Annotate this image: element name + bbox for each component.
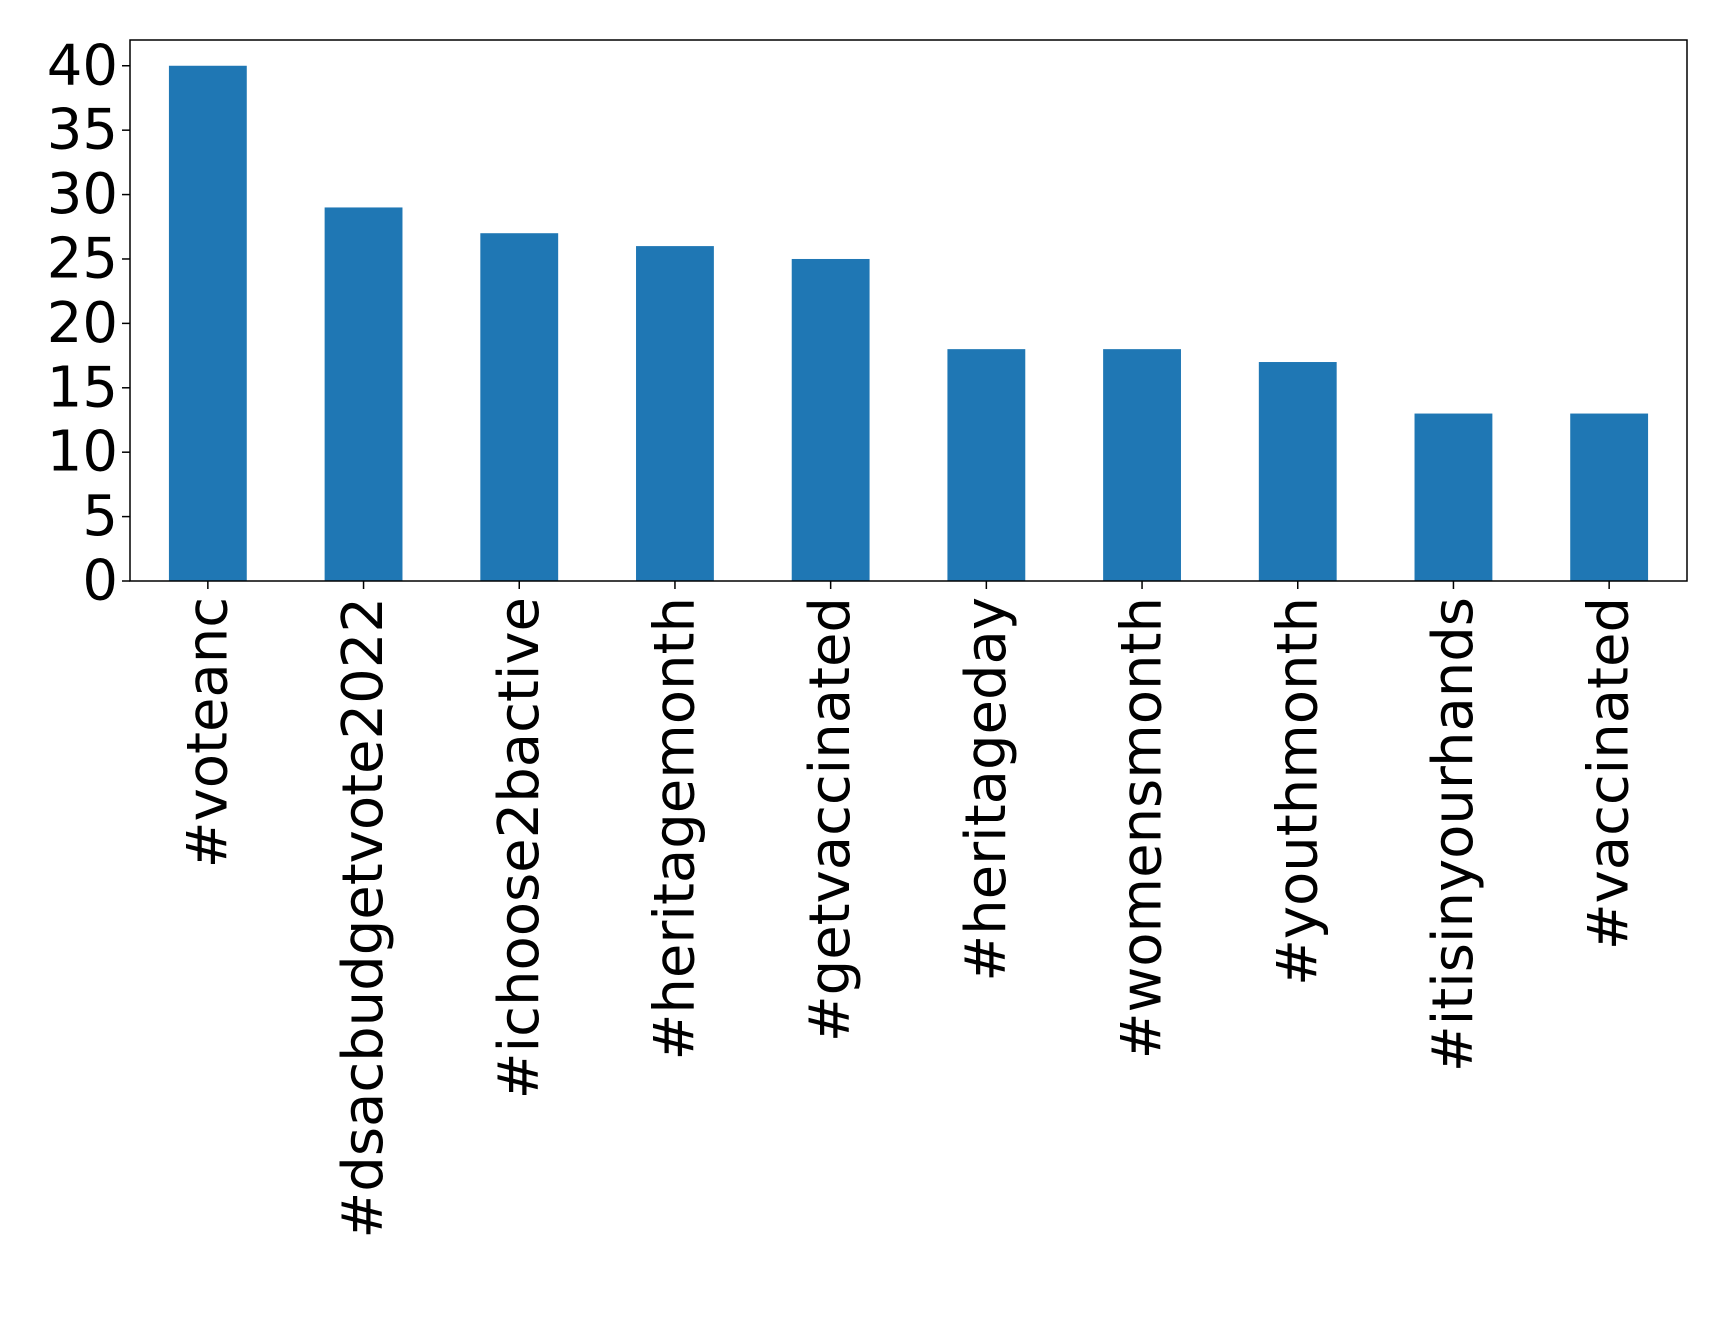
bar — [947, 349, 1026, 581]
x-tick-label: #youthmonth — [1265, 597, 1330, 986]
plot-frame — [129, 39, 1688, 582]
x-tick-label: #heritagemonth — [642, 597, 707, 1060]
y-tick-label: 10 — [47, 420, 118, 485]
y-tick-label: 25 — [47, 226, 118, 291]
y-tick-label: 35 — [47, 98, 118, 163]
x-tick-label: #ichoose2bactive — [487, 597, 552, 1099]
bar — [480, 233, 559, 581]
bar — [1570, 413, 1649, 581]
bar — [636, 246, 714, 581]
x-tick-label: #womensmonth — [1110, 597, 1175, 1059]
y-tick-label: 30 — [47, 162, 118, 227]
x-tick-label: #getvaccinated — [798, 597, 863, 1042]
bar — [324, 207, 403, 581]
bar — [1258, 362, 1337, 581]
bar — [1414, 413, 1493, 581]
x-tick-label: #heritageday — [954, 597, 1019, 982]
y-tick-label: 40 — [47, 33, 118, 98]
y-tick-label: 20 — [47, 291, 118, 356]
x-tick-label: #voteanc — [175, 597, 240, 868]
x-tick-label: #dsacbudgetvote2022 — [331, 597, 396, 1239]
bar — [791, 258, 870, 581]
x-tick-label: #itisinyourhands — [1421, 597, 1486, 1072]
bar — [1103, 349, 1181, 581]
y-tick-label: 0 — [82, 549, 118, 614]
y-tick-label: 15 — [47, 355, 118, 420]
y-tick-label: 5 — [82, 484, 118, 549]
bar — [168, 65, 247, 581]
x-tick-label: #vaccinated — [1577, 597, 1642, 950]
